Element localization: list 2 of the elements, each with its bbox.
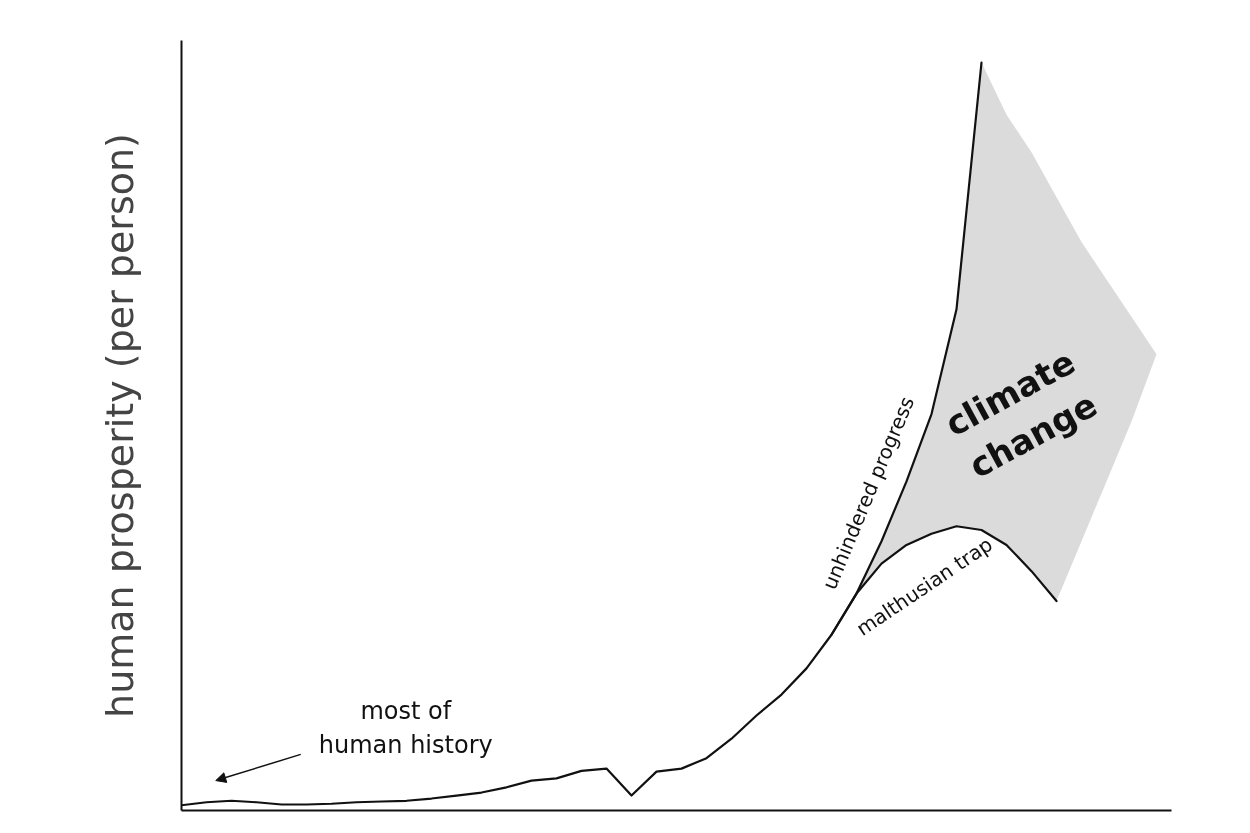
annotation: most of human history <box>318 697 493 760</box>
y-axis-title: human prosperity (per person) <box>97 133 142 718</box>
